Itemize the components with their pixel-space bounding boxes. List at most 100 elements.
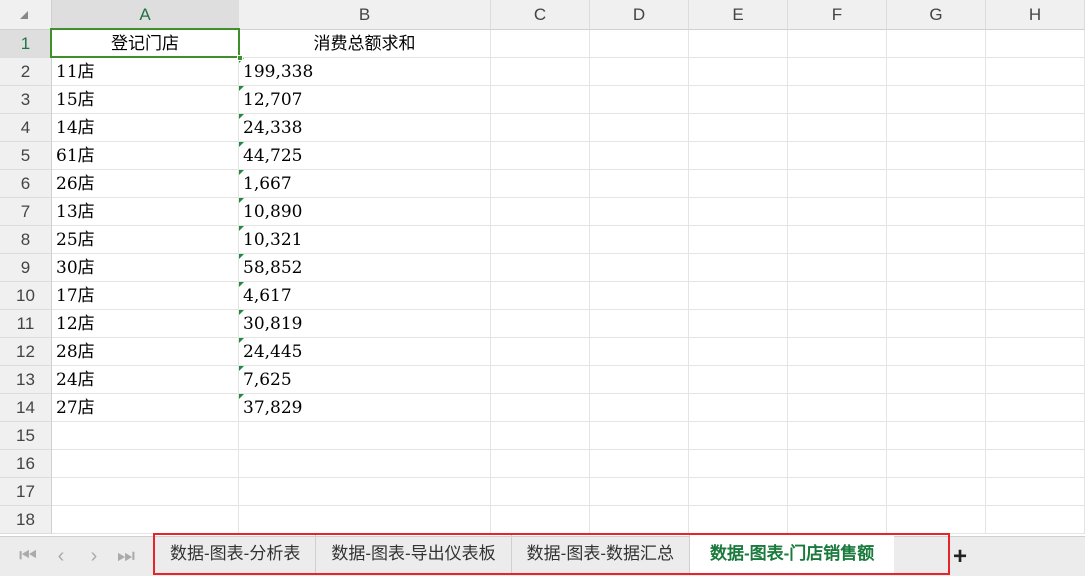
cell[interactable]: 44,725 [239, 142, 491, 170]
cell[interactable] [689, 338, 788, 366]
cell[interactable] [986, 58, 1085, 86]
row-header[interactable]: 5 [0, 142, 52, 170]
column-header-d[interactable]: D [590, 0, 689, 30]
cell[interactable]: 12店 [52, 310, 239, 338]
cell[interactable] [887, 254, 986, 282]
cell[interactable]: 24店 [52, 366, 239, 394]
cell[interactable] [491, 114, 590, 142]
add-sheet-button[interactable]: + [953, 543, 968, 570]
column-header-a[interactable]: A [52, 0, 239, 30]
cell[interactable]: 7,625 [239, 366, 491, 394]
row-header[interactable]: 16 [0, 450, 52, 478]
row-header[interactable]: 6 [0, 170, 52, 198]
cell[interactable] [689, 254, 788, 282]
cell[interactable] [689, 450, 788, 478]
cell[interactable] [887, 450, 986, 478]
cell[interactable]: 13店 [52, 198, 239, 226]
sheet-tab[interactable]: 数据-图表-导出仪表板 [316, 535, 512, 573]
row-header[interactable]: 13 [0, 366, 52, 394]
cell[interactable] [590, 422, 689, 450]
cell[interactable] [491, 30, 590, 58]
cell[interactable] [590, 506, 689, 534]
cell[interactable] [590, 366, 689, 394]
sheet-tab[interactable]: 数据-图表-分析表 [155, 535, 317, 573]
cell[interactable] [689, 310, 788, 338]
cell[interactable] [986, 422, 1085, 450]
cell[interactable] [788, 114, 887, 142]
cell[interactable] [986, 338, 1085, 366]
cell[interactable] [239, 422, 491, 450]
cell[interactable] [491, 282, 590, 310]
cell[interactable] [788, 478, 887, 506]
cell[interactable] [239, 478, 491, 506]
row-header[interactable]: 2 [0, 58, 52, 86]
spreadsheet-grid[interactable]: A B C D E F G H 1 登记门店 消费总额求和 2 11店 199,338 3 15店 12,707… [0, 0, 1085, 536]
row-header[interactable]: 10 [0, 282, 52, 310]
column-header-h[interactable]: H [986, 0, 1085, 30]
cell[interactable] [590, 86, 689, 114]
cell[interactable]: 1,667 [239, 170, 491, 198]
cell[interactable] [491, 506, 590, 534]
cell[interactable]: 10,321 [239, 226, 491, 254]
row-header[interactable]: 9 [0, 254, 52, 282]
next-sheet-button[interactable]: › [90, 545, 98, 567]
cell[interactable] [590, 114, 689, 142]
cell[interactable] [986, 142, 1085, 170]
cell[interactable]: 26店 [52, 170, 239, 198]
cell[interactable] [887, 506, 986, 534]
cell[interactable]: 199,338 [239, 58, 491, 86]
cell[interactable] [887, 310, 986, 338]
cell[interactable] [788, 282, 887, 310]
cell[interactable] [788, 422, 887, 450]
cell[interactable] [590, 30, 689, 58]
cell[interactable] [689, 422, 788, 450]
cell[interactable] [788, 198, 887, 226]
row-header[interactable]: 18 [0, 506, 52, 534]
cell[interactable] [986, 198, 1085, 226]
cell[interactable]: 24,338 [239, 114, 491, 142]
cell[interactable] [986, 114, 1085, 142]
cell[interactable] [590, 254, 689, 282]
cell[interactable] [887, 394, 986, 422]
cell[interactable] [788, 394, 887, 422]
cell[interactable]: 消费总额求和 [239, 30, 491, 58]
cell[interactable] [986, 226, 1085, 254]
fill-handle[interactable] [237, 55, 243, 61]
row-header[interactable]: 11 [0, 310, 52, 338]
cell[interactable] [491, 226, 590, 254]
column-header-f[interactable]: F [788, 0, 887, 30]
cell[interactable]: 58,852 [239, 254, 491, 282]
cell[interactable]: 17店 [52, 282, 239, 310]
cell[interactable] [986, 450, 1085, 478]
cell[interactable] [986, 366, 1085, 394]
cell[interactable] [689, 366, 788, 394]
cell[interactable] [689, 478, 788, 506]
cell[interactable] [491, 198, 590, 226]
cell[interactable]: 61店 [52, 142, 239, 170]
cell[interactable] [491, 450, 590, 478]
cell[interactable] [986, 506, 1085, 534]
column-header-e[interactable]: E [689, 0, 788, 30]
prev-sheet-button[interactable]: ‹ [57, 545, 65, 567]
cell[interactable]: 11店 [52, 58, 239, 86]
cell[interactable] [986, 310, 1085, 338]
cell[interactable] [887, 142, 986, 170]
cell[interactable] [689, 198, 788, 226]
cell[interactable] [986, 254, 1085, 282]
cell[interactable]: 27店 [52, 394, 239, 422]
cell[interactable] [239, 506, 491, 534]
cell[interactable] [52, 506, 239, 534]
sheet-tab[interactable]: 数据-图表-数据汇总 [512, 535, 690, 573]
cell[interactable] [590, 142, 689, 170]
cell[interactable] [788, 86, 887, 114]
cell[interactable]: 37,829 [239, 394, 491, 422]
cell[interactable] [52, 478, 239, 506]
cell[interactable] [887, 226, 986, 254]
cell[interactable] [788, 366, 887, 394]
cell[interactable] [788, 506, 887, 534]
cell[interactable] [590, 338, 689, 366]
cell[interactable] [491, 254, 590, 282]
cell[interactable] [986, 282, 1085, 310]
row-header[interactable]: 3 [0, 86, 52, 114]
cell[interactable]: 15店 [52, 86, 239, 114]
